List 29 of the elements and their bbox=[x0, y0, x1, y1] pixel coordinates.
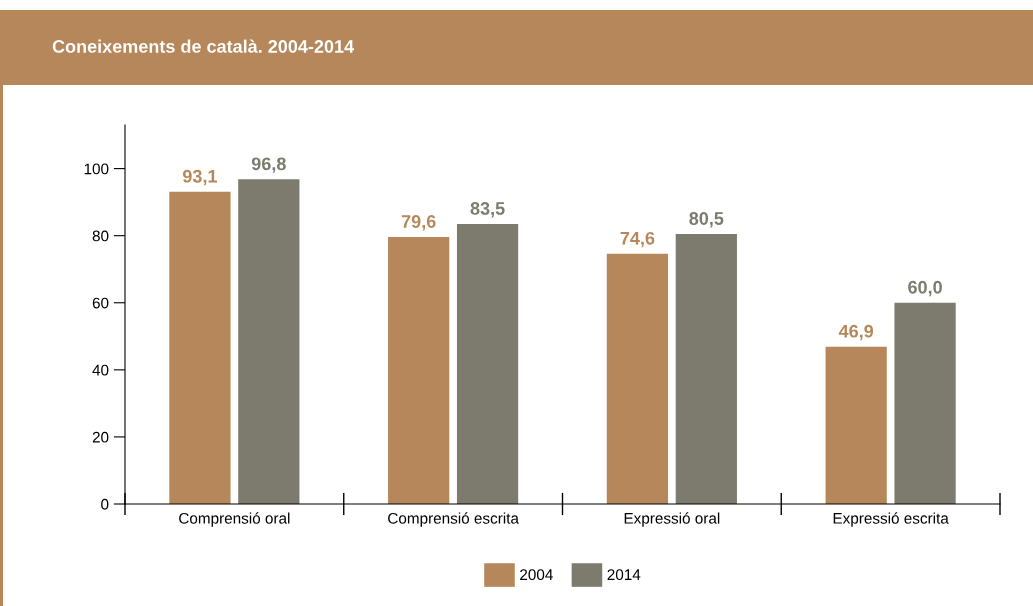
bar bbox=[675, 234, 737, 504]
data-label: 80,5 bbox=[689, 212, 724, 228]
bar bbox=[894, 302, 956, 504]
data-label: 46,9 bbox=[838, 324, 874, 341]
chart-title: Coneixements de català. 2004-2014 bbox=[52, 39, 354, 53]
bar bbox=[456, 223, 519, 504]
x-tick-label: Comprensió oral bbox=[179, 512, 290, 527]
y-tick-label: 0 bbox=[101, 498, 109, 510]
data-label: 96,8 bbox=[251, 157, 286, 173]
bar bbox=[169, 191, 231, 504]
data-label: 74,6 bbox=[620, 231, 655, 248]
legend-label: 2014 bbox=[607, 569, 641, 581]
legend-label: 2004 bbox=[520, 569, 553, 581]
y-tick-label: 80 bbox=[92, 230, 109, 242]
y-tick-label: 100 bbox=[84, 163, 109, 175]
bar bbox=[238, 179, 300, 504]
bar bbox=[825, 346, 887, 504]
x-tick-label: Expressió escrita bbox=[833, 512, 949, 527]
x-tick-label: Comprensió escrita bbox=[388, 512, 519, 527]
y-tick-label: 20 bbox=[92, 431, 109, 443]
y-tick-label: 60 bbox=[92, 297, 109, 309]
bar bbox=[388, 237, 450, 504]
data-label: 60,0 bbox=[908, 280, 942, 297]
x-tick-label: Expressió oral bbox=[624, 512, 720, 527]
data-label: 79,6 bbox=[401, 215, 436, 231]
data-label: 93,1 bbox=[182, 169, 217, 186]
bar bbox=[606, 253, 669, 504]
data-label: 83,5 bbox=[470, 202, 505, 218]
y-tick-label: 40 bbox=[92, 364, 109, 376]
